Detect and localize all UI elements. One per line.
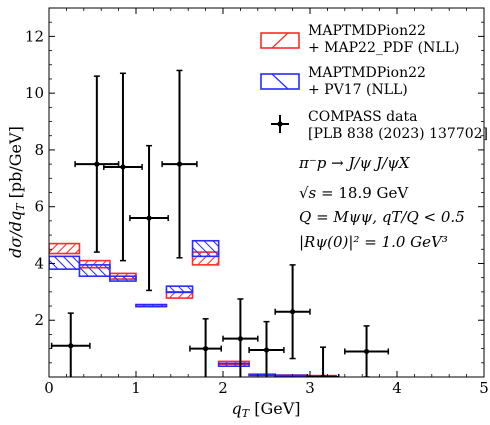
legend-entry-compass: COMPASS data [PLB 838 (2023) 137702] <box>271 109 488 142</box>
legend-map22-sub: + MAP22_PDF (NLL) <box>308 40 459 56</box>
x-tick-label-5: 5 <box>479 379 489 397</box>
band-pv17-bin-0 <box>49 255 81 270</box>
annotation-process: π⁻p → J/ψ J/ψX <box>298 154 411 172</box>
legend-pv17-sub: + PV17 (NLL) <box>308 82 408 98</box>
band-pv17-bin-3 <box>135 303 168 308</box>
x-tick-label-1: 1 <box>131 379 141 397</box>
y-tick-label-12: 12 <box>25 27 44 45</box>
legend-swatch-map22 <box>260 32 300 49</box>
data-point-4 <box>161 69 198 259</box>
y-tick-label-10: 10 <box>25 84 44 102</box>
legend: MAPTMDPion22 + MAP22_PDF (NLL) MAPTMDPio… <box>260 23 488 142</box>
x-tick-label-2: 2 <box>218 379 228 397</box>
data-point-0 <box>50 312 91 377</box>
legend-pv17-name: MAPTMDPion22 <box>308 65 426 81</box>
data-point-1 <box>74 75 120 253</box>
y-tick-label-2: 2 <box>34 311 44 329</box>
x-tick-label-0: 0 <box>44 379 54 397</box>
x-tick-label-4: 4 <box>392 379 402 397</box>
annotation-sqrt-s: √s = 18.9 GeV <box>299 184 409 202</box>
y-tick-label-8: 8 <box>34 141 44 159</box>
data-point-9 <box>306 346 340 377</box>
band-map22-bin-0 <box>49 242 81 255</box>
data-point-8 <box>274 264 311 360</box>
band-pv17-bin-8 <box>274 374 307 377</box>
band-pv17-bin-5 <box>191 239 220 258</box>
band-pv17-bin-2 <box>109 275 137 282</box>
annotation-r-psi: |Rψ(0)|² = 1.0 GeV³ <box>299 233 448 251</box>
band-pv17-bin-4 <box>165 285 194 294</box>
legend-compass-name: COMPASS data <box>308 109 417 125</box>
data-point-2 <box>103 72 143 262</box>
band-pv17-bin-6 <box>217 362 250 368</box>
y-tick-label-6: 6 <box>34 198 44 216</box>
compass-data-points <box>50 69 390 377</box>
y-axis-label: dσ/dqT [pb/GeV] <box>6 126 27 258</box>
band-pv17-bin-7 <box>248 373 277 377</box>
data-point-3 <box>129 144 169 292</box>
band-map22-bin-5 <box>191 251 220 266</box>
legend-map22-name: MAPTMDPion22 <box>308 23 426 39</box>
x-axis-label: qT [GeV] <box>232 399 301 420</box>
legend-compass-sub: [PLB 838 (2023) 137702] <box>308 126 488 142</box>
legend-swatch-pv17 <box>260 73 300 90</box>
x-tick-label-3: 3 <box>305 379 315 397</box>
data-point-7 <box>248 320 285 377</box>
y-tick-label-4: 4 <box>34 254 44 272</box>
data-point-10 <box>344 325 390 377</box>
data-point-6 <box>222 298 259 377</box>
annotation-q-cut: Q = Mψψ, qT/Q < 0.5 <box>299 208 465 226</box>
band-pv17-bin-1 <box>78 264 111 278</box>
legend-entry-map22: MAPTMDPion22 + MAP22_PDF (NLL) <box>260 23 459 56</box>
legend-entry-pv17: MAPTMDPion22 + PV17 (NLL) <box>260 65 426 98</box>
data-point-5 <box>189 318 223 377</box>
